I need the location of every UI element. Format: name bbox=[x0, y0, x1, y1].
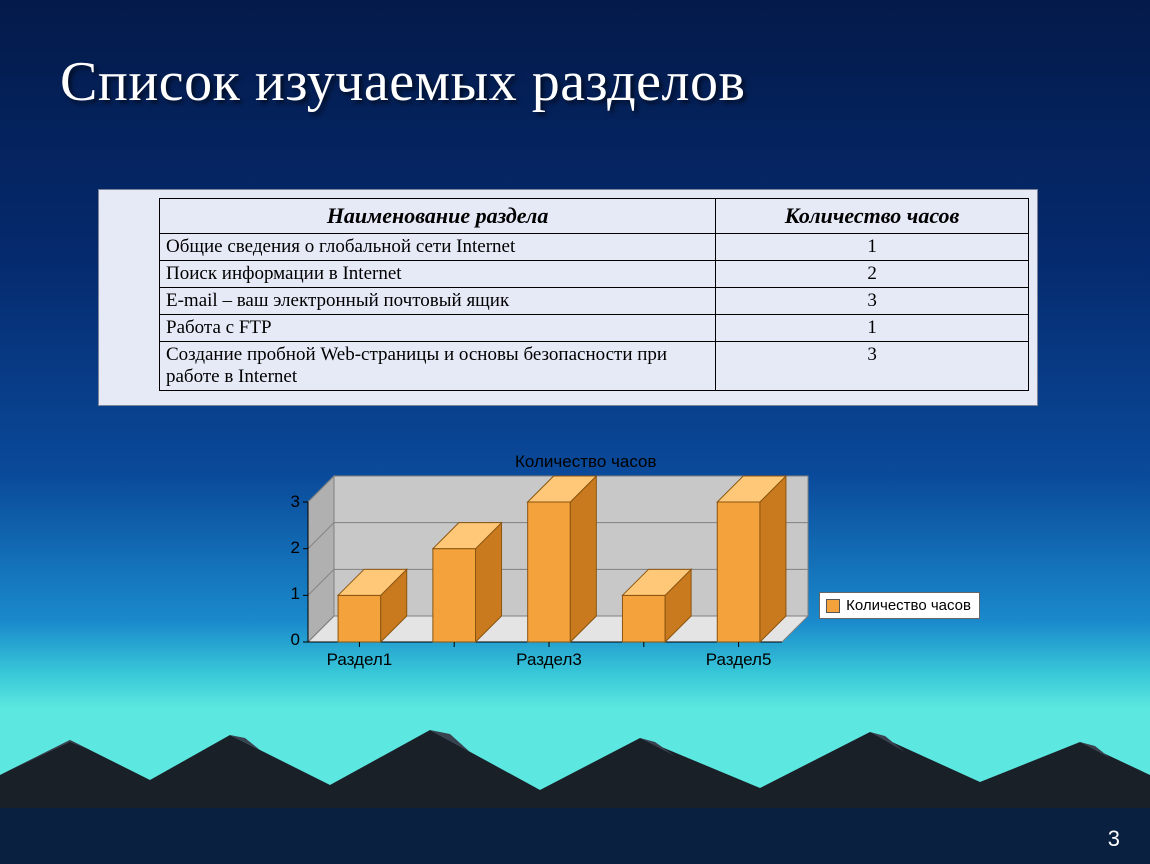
table-body: Общие сведения о глобальной сети Interne… bbox=[160, 234, 1029, 391]
table-row: Общие сведения о глобальной сети Interne… bbox=[160, 234, 1029, 261]
chart-xtick: Раздел3 bbox=[516, 650, 582, 670]
table-header-name: Наименование раздела bbox=[160, 199, 716, 234]
mountain-decoration bbox=[0, 720, 1150, 810]
chart-ytick: 3 bbox=[280, 492, 300, 512]
table-cell-name: Общие сведения о глобальной сети Interne… bbox=[160, 234, 716, 261]
sections-table-container: Наименование раздела Количество часов Об… bbox=[98, 189, 1038, 406]
chart-xtick: Раздел5 bbox=[706, 650, 772, 670]
chart-plot-area bbox=[308, 472, 808, 652]
table-cell-hours: 3 bbox=[716, 342, 1029, 391]
legend-swatch-icon bbox=[826, 599, 840, 613]
chart-xtick: Раздел1 bbox=[327, 650, 393, 670]
table-row: Поиск информации в Internet 2 bbox=[160, 261, 1029, 288]
table-cell-hours: 2 bbox=[716, 261, 1029, 288]
page-number: 3 bbox=[1108, 826, 1120, 852]
slide-title: Список изучаемых разделов bbox=[60, 50, 745, 114]
table-cell-name: Работа с FTP bbox=[160, 315, 716, 342]
table-cell-hours: 1 bbox=[716, 234, 1029, 261]
table-cell-name: Поиск информации в Internet bbox=[160, 261, 716, 288]
ground-decoration bbox=[0, 808, 1150, 864]
sections-table: Наименование раздела Количество часов Об… bbox=[159, 198, 1029, 391]
chart-svg bbox=[308, 472, 808, 652]
table-row: E-mail – ваш электронный почтовый ящик 3 bbox=[160, 288, 1029, 315]
table-row: Создание пробной Web-страницы и основы б… bbox=[160, 342, 1029, 391]
chart-title: Количество часов bbox=[515, 452, 657, 472]
table-cell-name: Создание пробной Web-страницы и основы б… bbox=[160, 342, 716, 391]
chart-ytick: 0 bbox=[280, 630, 300, 650]
hours-bar-chart: Количество часов 0 1 2 3 Раздел1 Раздел3 Р… bbox=[250, 452, 970, 702]
table-cell-hours: 1 bbox=[716, 315, 1029, 342]
chart-legend: Количество часов bbox=[819, 592, 980, 619]
table-row: Работа с FTP 1 bbox=[160, 315, 1029, 342]
table-cell-hours: 3 bbox=[716, 288, 1029, 315]
chart-ytick: 1 bbox=[280, 584, 300, 604]
table-header-hours: Количество часов bbox=[716, 199, 1029, 234]
legend-label: Количество часов bbox=[846, 597, 971, 614]
chart-ytick: 2 bbox=[280, 538, 300, 558]
table-header-row: Наименование раздела Количество часов bbox=[160, 199, 1029, 234]
table-cell-name: E-mail – ваш электронный почтовый ящик bbox=[160, 288, 716, 315]
slide: Список изучаемых разделов Наименование р… bbox=[0, 0, 1150, 864]
